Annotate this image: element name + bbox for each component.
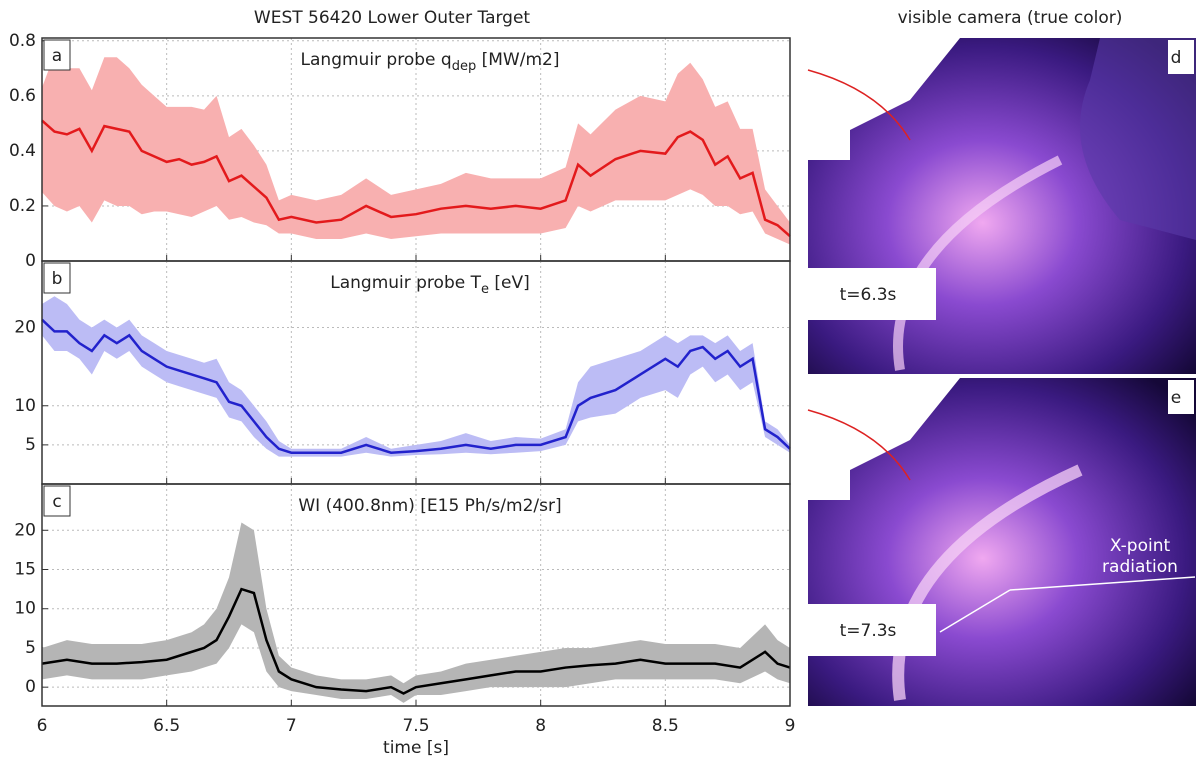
- annotation: X-point radiation: [1102, 536, 1178, 577]
- panel-title: Langmuir probe Te [eV]: [330, 273, 530, 297]
- mean-line: [41, 119, 791, 238]
- panel-label: d: [1171, 48, 1182, 68]
- title-unit: [eV]: [489, 273, 530, 293]
- x-tick-label: 6: [37, 716, 48, 736]
- panel-label: c: [52, 492, 61, 512]
- y-tick-label: 5: [25, 638, 36, 658]
- y-tick-label: 0.2: [9, 196, 36, 216]
- title-subscript: e: [481, 282, 489, 297]
- y-tick-label: 15: [14, 560, 36, 580]
- title-text: Langmuir probe T: [330, 273, 481, 293]
- x-tick-label: 7.5: [402, 716, 429, 736]
- panel-label-box: [43, 485, 71, 517]
- panel-title: Langmuir probe qdep [MW/m2]: [301, 50, 560, 74]
- camera-e: [807, 378, 1196, 706]
- title-text: WI (400.8nm) [E15 Ph/s/m2/sr]: [298, 496, 561, 516]
- y-tick-label: 0.4: [9, 141, 36, 161]
- y-tick-label: 20: [14, 520, 36, 540]
- x-tick-label: 8: [535, 716, 546, 736]
- panel-title: WI (400.8nm) [E15 Ph/s/m2/sr]: [298, 496, 561, 516]
- mean-line: [41, 318, 791, 454]
- title-text: Langmuir probe q: [301, 50, 452, 70]
- mean-line: [41, 587, 791, 695]
- panel-label-box: [43, 39, 71, 71]
- x-tick-label: 6.5: [153, 716, 180, 736]
- camera-time: t=7.3s: [840, 621, 897, 641]
- y-tick-label: 20: [14, 318, 36, 338]
- error-band: [42, 296, 790, 457]
- panel-label: a: [52, 46, 62, 66]
- title-subscript: dep: [452, 59, 477, 74]
- y-tick-label: 10: [14, 396, 36, 416]
- panel-label: b: [52, 269, 63, 289]
- camera-time: t=6.3s: [840, 285, 897, 305]
- y-tick-label: 10: [14, 599, 36, 619]
- title-unit: [MW/m2]: [476, 50, 559, 70]
- camera-title: visible camera (true color): [898, 8, 1123, 28]
- y-tick-label: 0.6: [9, 86, 36, 106]
- y-tick-label: 0.8: [9, 31, 36, 51]
- x-tick-label: 9: [785, 716, 796, 736]
- plot-frame: [41, 483, 791, 707]
- x-axis-label: time [s]: [383, 738, 449, 758]
- error-band: [42, 54, 790, 245]
- x-tick-label: 7: [286, 716, 297, 736]
- error-band: [42, 522, 790, 703]
- x-tick-label: 8.5: [652, 716, 679, 736]
- camera-d: [807, 38, 1196, 374]
- figure-title: WEST 56420 Lower Outer Target: [254, 8, 531, 28]
- y-tick-label: 0: [25, 677, 36, 697]
- y-tick-label: 5: [25, 435, 36, 455]
- y-tick-label: 0: [25, 251, 36, 271]
- panel-label-box: [43, 262, 71, 294]
- panel-label: e: [1171, 388, 1181, 408]
